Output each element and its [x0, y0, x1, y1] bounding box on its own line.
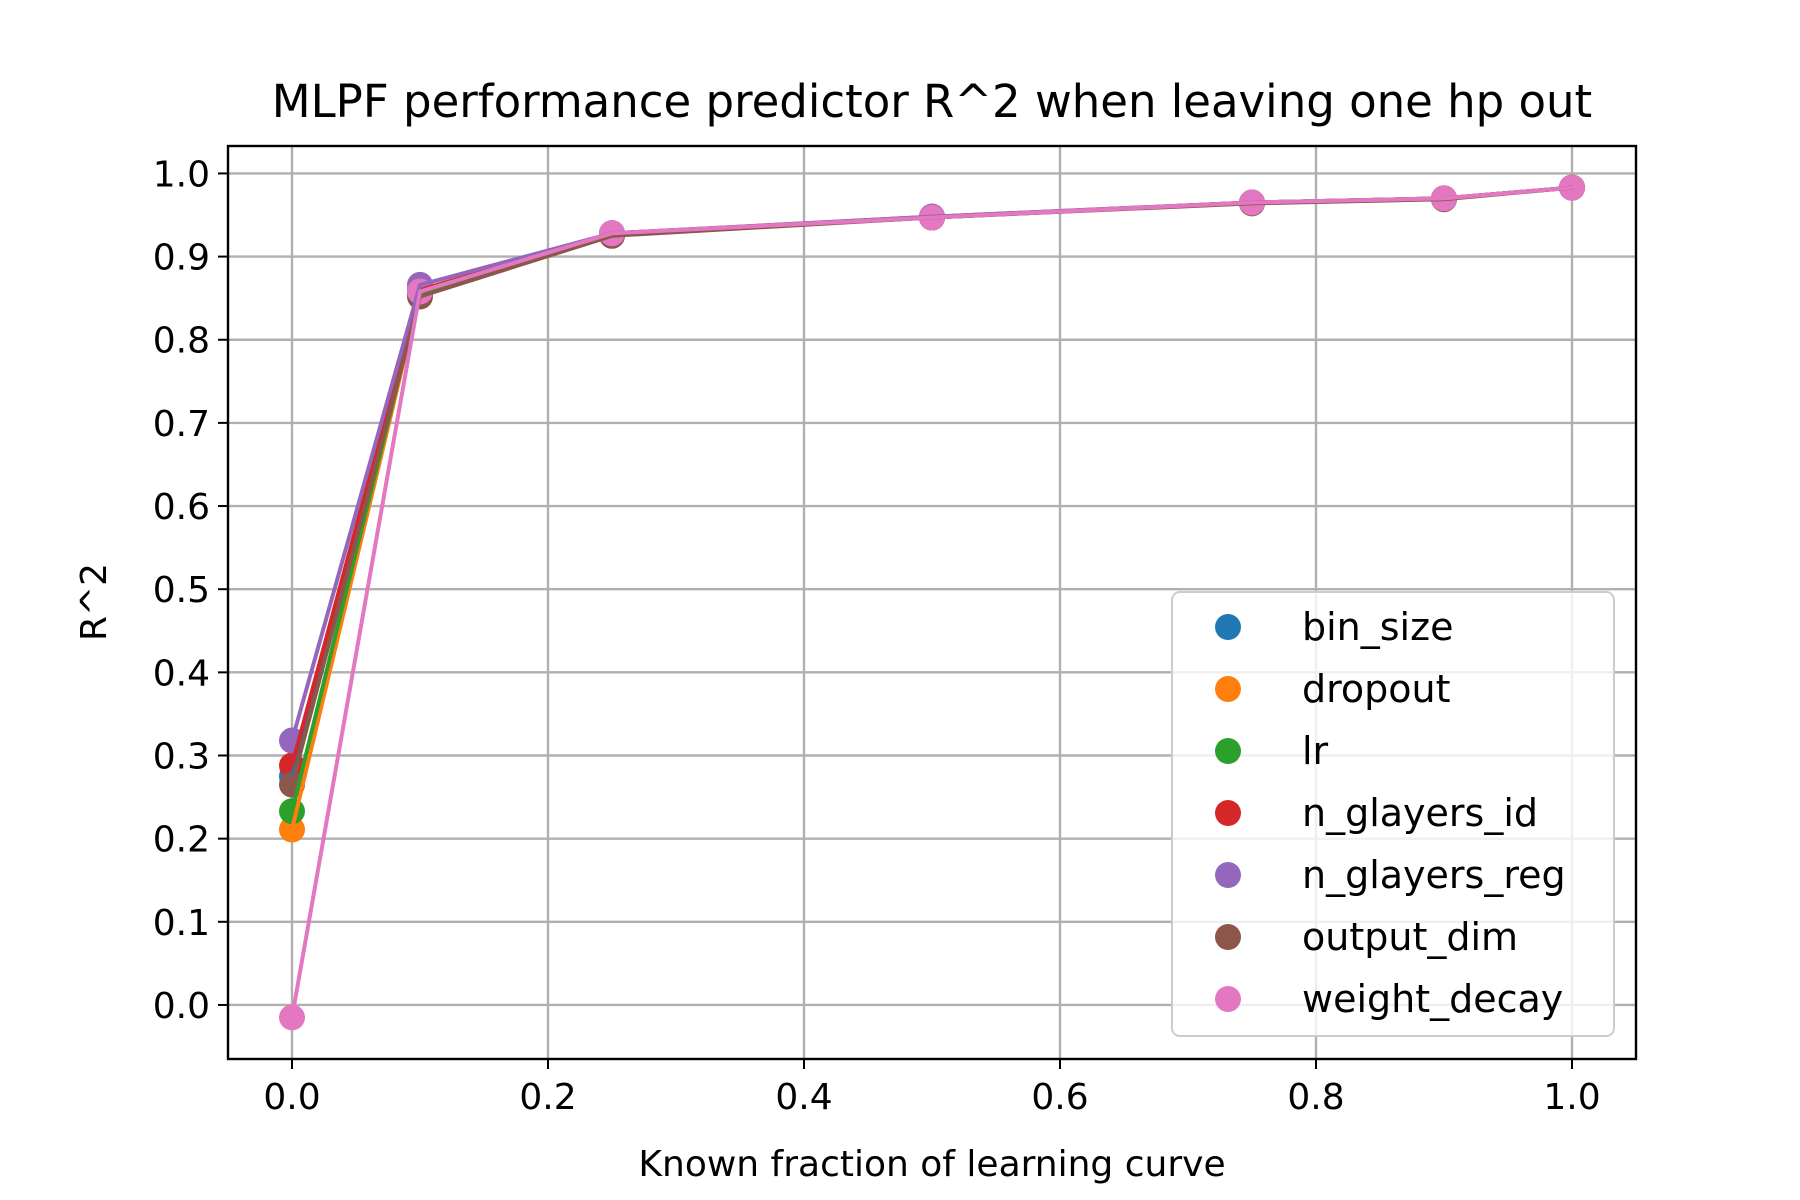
- data-point-dropout: [279, 816, 305, 843]
- x-axis-label: Known fraction of learning curve: [638, 1144, 1225, 1185]
- legend-marker-n-glayers-id: [1215, 800, 1241, 826]
- y-tick-label: 0.7: [153, 404, 210, 445]
- legend-label: n_glayers_id: [1302, 791, 1538, 835]
- y-tick-label: 0.1: [153, 903, 210, 944]
- data-point-weight-decay: [1559, 174, 1585, 201]
- data-point-weight-decay: [279, 1004, 305, 1031]
- legend-box: [1171, 591, 1615, 1037]
- legend-label: n_glayers_reg: [1302, 853, 1566, 897]
- legend-label: lr: [1302, 729, 1329, 773]
- y-tick-label: 0.8: [153, 321, 210, 362]
- series-group: [279, 174, 1585, 1031]
- series-line-weight-decay: [290, 185, 1573, 1018]
- y-tick-label: 0.3: [153, 736, 210, 777]
- legend-marker-n-glayers-reg: [1215, 862, 1241, 888]
- legend-label: bin_size: [1302, 605, 1453, 649]
- y-tick-label: 1.0: [153, 154, 210, 195]
- chart-title: MLPF performance predictor R^2 when leav…: [272, 75, 1592, 128]
- y-tick-label: 0.0: [153, 986, 210, 1027]
- legend-label: output_dim: [1302, 915, 1518, 959]
- legend-label: dropout: [1302, 667, 1451, 711]
- y-tick-label: 0.9: [153, 238, 210, 279]
- legend-marker-lr: [1215, 738, 1241, 764]
- legend-marker-weight-decay: [1215, 986, 1241, 1012]
- x-tick-label: 0.8: [1287, 1077, 1344, 1118]
- x-tick-label: 0.4: [775, 1077, 832, 1118]
- plot-frame: [226, 144, 1638, 1061]
- legend-marker-bin-size: [1215, 614, 1241, 640]
- x-tick-label: 1.0: [1543, 1077, 1600, 1118]
- x-tick-label: 0.2: [519, 1077, 576, 1118]
- legend-marker-dropout: [1215, 676, 1241, 702]
- y-tick-label: 0.4: [153, 653, 210, 694]
- y-tick-label: 0.6: [153, 487, 210, 528]
- data-point-lr: [279, 798, 305, 825]
- x-tick-label: 0.6: [1031, 1077, 1088, 1118]
- y-tick-label: 0.2: [153, 820, 210, 861]
- y-axis-label: R^2: [74, 563, 115, 641]
- x-tick-label: 0.0: [263, 1077, 320, 1118]
- legend-marker-output-dim: [1215, 924, 1241, 950]
- legend-label: weight_decay: [1302, 977, 1563, 1021]
- y-tick-label: 0.5: [153, 570, 210, 611]
- ticks: 0.0 0.2 0.4 0.6 0.8 1.0 0.0 0.1 0.2 0.3 0.4 0.5 0.6 0…: [153, 154, 1601, 1118]
